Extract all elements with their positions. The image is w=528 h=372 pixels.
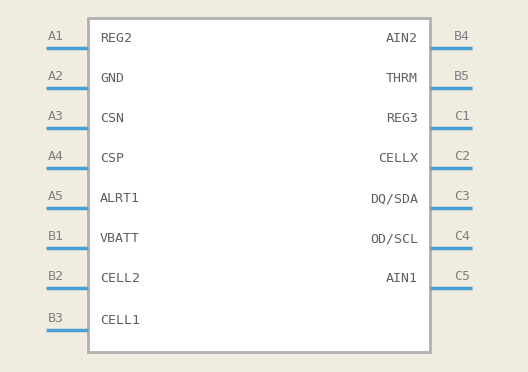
Text: GND: GND — [100, 72, 124, 85]
Text: AIN2: AIN2 — [386, 32, 418, 45]
Text: A4: A4 — [48, 150, 64, 163]
Text: AIN1: AIN1 — [386, 272, 418, 285]
Text: REG2: REG2 — [100, 32, 132, 45]
Text: B5: B5 — [454, 70, 470, 83]
Text: CELLX: CELLX — [378, 152, 418, 165]
Text: A5: A5 — [48, 190, 64, 203]
Text: DQ/SDA: DQ/SDA — [370, 192, 418, 205]
Text: B2: B2 — [48, 270, 64, 283]
Text: CSN: CSN — [100, 112, 124, 125]
Text: REG3: REG3 — [386, 112, 418, 125]
Bar — [88, 18, 430, 352]
Text: OD/SCL: OD/SCL — [370, 232, 418, 245]
Text: CELL2: CELL2 — [100, 272, 140, 285]
Text: THRM: THRM — [386, 72, 418, 85]
Text: CELL1: CELL1 — [100, 314, 140, 327]
Text: C2: C2 — [454, 150, 470, 163]
Text: CSP: CSP — [100, 152, 124, 165]
Text: ALRT1: ALRT1 — [100, 192, 140, 205]
Text: C4: C4 — [454, 230, 470, 243]
Text: C5: C5 — [454, 270, 470, 283]
Text: A1: A1 — [48, 30, 64, 43]
Text: B3: B3 — [48, 312, 64, 325]
Text: C3: C3 — [454, 190, 470, 203]
Text: B1: B1 — [48, 230, 64, 243]
Text: VBATT: VBATT — [100, 232, 140, 245]
Text: A2: A2 — [48, 70, 64, 83]
Text: A3: A3 — [48, 110, 64, 123]
Text: B4: B4 — [454, 30, 470, 43]
Text: C1: C1 — [454, 110, 470, 123]
